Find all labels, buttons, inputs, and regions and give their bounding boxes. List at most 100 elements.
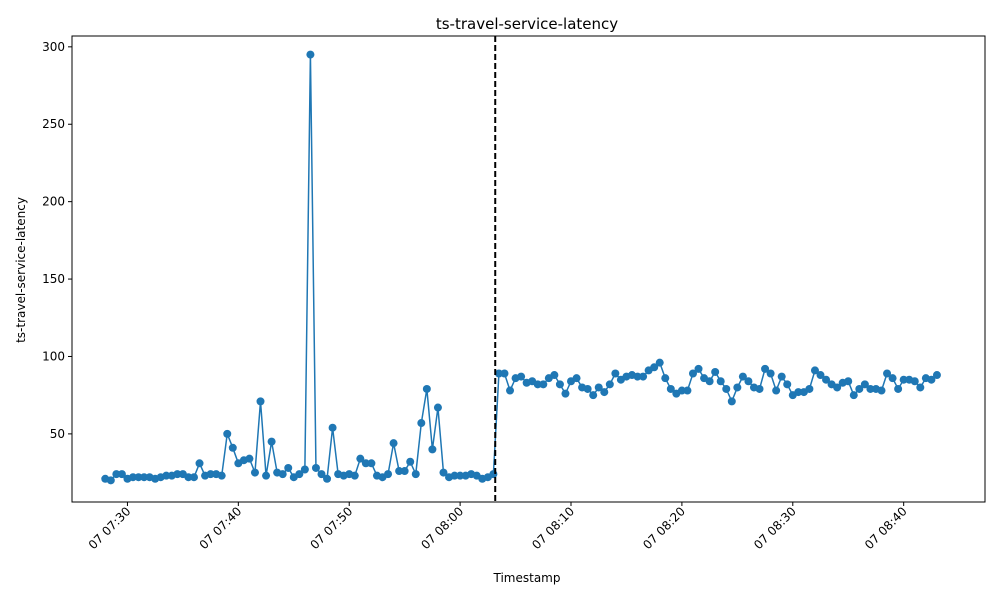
data-point — [223, 429, 232, 438]
data-point — [173, 470, 182, 479]
data-point — [605, 380, 614, 389]
data-point — [655, 358, 664, 367]
data-point — [250, 468, 259, 477]
data-point — [705, 377, 714, 386]
data-point — [506, 386, 515, 395]
data-point — [217, 471, 226, 480]
data-point — [794, 388, 803, 397]
data-point — [600, 388, 609, 397]
x-tick-label: 07 08:30 — [751, 504, 799, 552]
data-point — [777, 372, 786, 381]
data-point — [816, 371, 825, 380]
data-point — [411, 470, 420, 479]
data-point — [727, 397, 736, 406]
y-tick-label: 100 — [42, 349, 65, 363]
data-point — [262, 471, 271, 480]
data-point — [317, 470, 326, 479]
data-point — [500, 369, 509, 378]
data-point — [810, 366, 819, 375]
data-point — [666, 384, 675, 393]
data-point — [550, 371, 559, 380]
data-point — [140, 473, 149, 482]
x-axis-title: Timestamp — [493, 571, 561, 585]
data-point — [162, 471, 171, 480]
data-point — [389, 439, 398, 448]
data-point — [539, 380, 548, 389]
data-point — [877, 386, 886, 395]
data-point — [406, 457, 415, 466]
data-point — [356, 454, 365, 463]
data-point — [711, 367, 720, 376]
data-point — [855, 384, 864, 393]
data-point — [722, 384, 731, 393]
data-point — [395, 467, 404, 476]
y-tick-label: 150 — [42, 272, 65, 286]
data-point — [311, 463, 320, 472]
plot-area — [71, 35, 986, 503]
data-point — [300, 465, 309, 474]
y-tick-label: 300 — [42, 40, 65, 54]
series-line — [105, 54, 938, 482]
axes-frame — [71, 35, 986, 503]
data-point — [822, 375, 831, 384]
data-point — [583, 384, 592, 393]
x-tick-label: 07 07:40 — [197, 504, 245, 552]
x-tick-label: 07 08:40 — [862, 504, 910, 552]
data-point — [189, 473, 198, 482]
data-point — [916, 383, 925, 392]
data-point — [733, 383, 742, 392]
data-point — [761, 364, 770, 373]
data-point — [306, 50, 315, 59]
data-point — [417, 419, 426, 428]
data-point — [433, 403, 442, 412]
data-point — [494, 369, 503, 378]
data-point — [932, 371, 941, 380]
y-tick-label: 50 — [50, 427, 65, 441]
data-point — [866, 384, 875, 393]
data-point — [805, 384, 814, 393]
data-point — [572, 374, 581, 383]
x-tick-label: 07 07:50 — [307, 504, 355, 552]
chart-title: ts-travel-service-latency — [436, 15, 618, 33]
data-point — [927, 375, 936, 384]
data-point — [384, 470, 393, 479]
data-point — [555, 380, 564, 389]
data-point — [439, 468, 448, 477]
x-tick-label: 07 08:20 — [640, 504, 688, 552]
data-point — [267, 437, 276, 446]
data-point — [633, 372, 642, 381]
data-point — [611, 369, 620, 378]
data-point — [367, 459, 376, 468]
data-point — [228, 443, 237, 452]
data-point — [594, 383, 603, 392]
data-point — [428, 445, 437, 454]
y-tick-label: 200 — [42, 195, 65, 209]
data-point — [361, 459, 370, 468]
data-point — [134, 473, 143, 482]
data-point — [245, 454, 254, 463]
data-point — [688, 369, 697, 378]
data-point — [755, 384, 764, 393]
x-tick-label: 07 08:00 — [418, 504, 466, 552]
data-point — [350, 471, 359, 480]
data-point — [894, 384, 903, 393]
data-point — [328, 423, 337, 432]
data-point — [694, 364, 703, 373]
x-tick-label: 07 07:30 — [86, 504, 134, 552]
data-point — [295, 470, 304, 479]
y-axis-title: ts-travel-service-latency — [14, 197, 28, 343]
data-point — [772, 386, 781, 395]
data-point — [639, 372, 648, 381]
data-point — [106, 476, 115, 485]
data-point — [117, 470, 126, 479]
data-point — [450, 471, 459, 480]
data-point — [650, 363, 659, 372]
data-point — [860, 380, 869, 389]
data-point — [738, 372, 747, 381]
data-point — [783, 380, 792, 389]
data-point — [184, 473, 193, 482]
data-point — [744, 377, 753, 386]
x-tick-label: 07 08:10 — [529, 504, 577, 552]
data-point — [883, 369, 892, 378]
data-point — [844, 377, 853, 386]
